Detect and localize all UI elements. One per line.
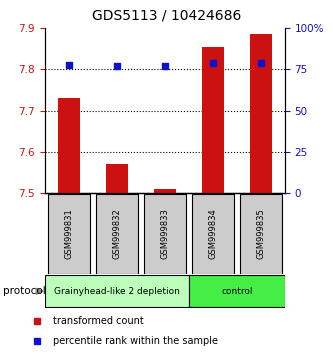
- Bar: [106, 164, 128, 193]
- Bar: [144, 194, 186, 274]
- Bar: [58, 98, 80, 193]
- Text: Grainyhead-like 2 depletion: Grainyhead-like 2 depletion: [54, 287, 180, 296]
- Point: [114, 63, 120, 69]
- Point: [210, 60, 215, 66]
- Text: GSM999833: GSM999833: [160, 208, 169, 259]
- Text: GSM999831: GSM999831: [64, 208, 74, 259]
- Text: percentile rank within the sample: percentile rank within the sample: [53, 336, 218, 346]
- Bar: [48, 194, 90, 274]
- Point: [162, 63, 167, 69]
- Text: transformed count: transformed count: [53, 316, 144, 326]
- Bar: [192, 194, 234, 274]
- Bar: [45, 275, 189, 307]
- Bar: [202, 47, 223, 193]
- Text: protocol: protocol: [3, 286, 46, 296]
- Text: GDS5113 / 10424686: GDS5113 / 10424686: [92, 9, 241, 23]
- Bar: [154, 189, 175, 193]
- Text: GSM999832: GSM999832: [112, 208, 122, 259]
- Text: GSM999834: GSM999834: [208, 208, 217, 259]
- Bar: [189, 275, 285, 307]
- Text: GSM999835: GSM999835: [256, 208, 265, 259]
- Point: [66, 62, 72, 67]
- Bar: [250, 34, 271, 193]
- Bar: [240, 194, 282, 274]
- Point: [258, 60, 263, 66]
- Text: control: control: [221, 287, 252, 296]
- Bar: [96, 194, 138, 274]
